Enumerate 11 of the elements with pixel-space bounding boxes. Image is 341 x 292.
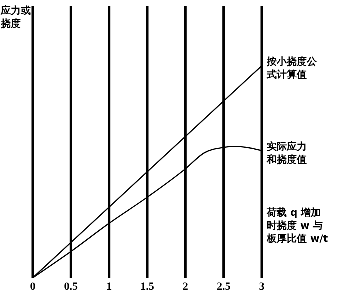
y-axis-title: 应力或挠度: [0, 5, 31, 30]
x-tick-label: 3: [259, 281, 266, 292]
series-label: 实际应力和挠度值: [266, 140, 307, 166]
x-tick-label: 0.5: [64, 281, 79, 292]
x-tick-label: 1.5: [140, 281, 155, 292]
x-tick-label: 2: [182, 281, 189, 292]
x-tick-label: 2.5: [216, 281, 232, 292]
x-tick-label: 1: [106, 281, 112, 292]
series-label: 按小挠度公式计算值: [266, 56, 318, 81]
x-axis-title: 荷载 q 增加时挠度 w 与板厚比值 w/t: [266, 207, 328, 245]
x-tick-label: 0: [30, 281, 36, 292]
